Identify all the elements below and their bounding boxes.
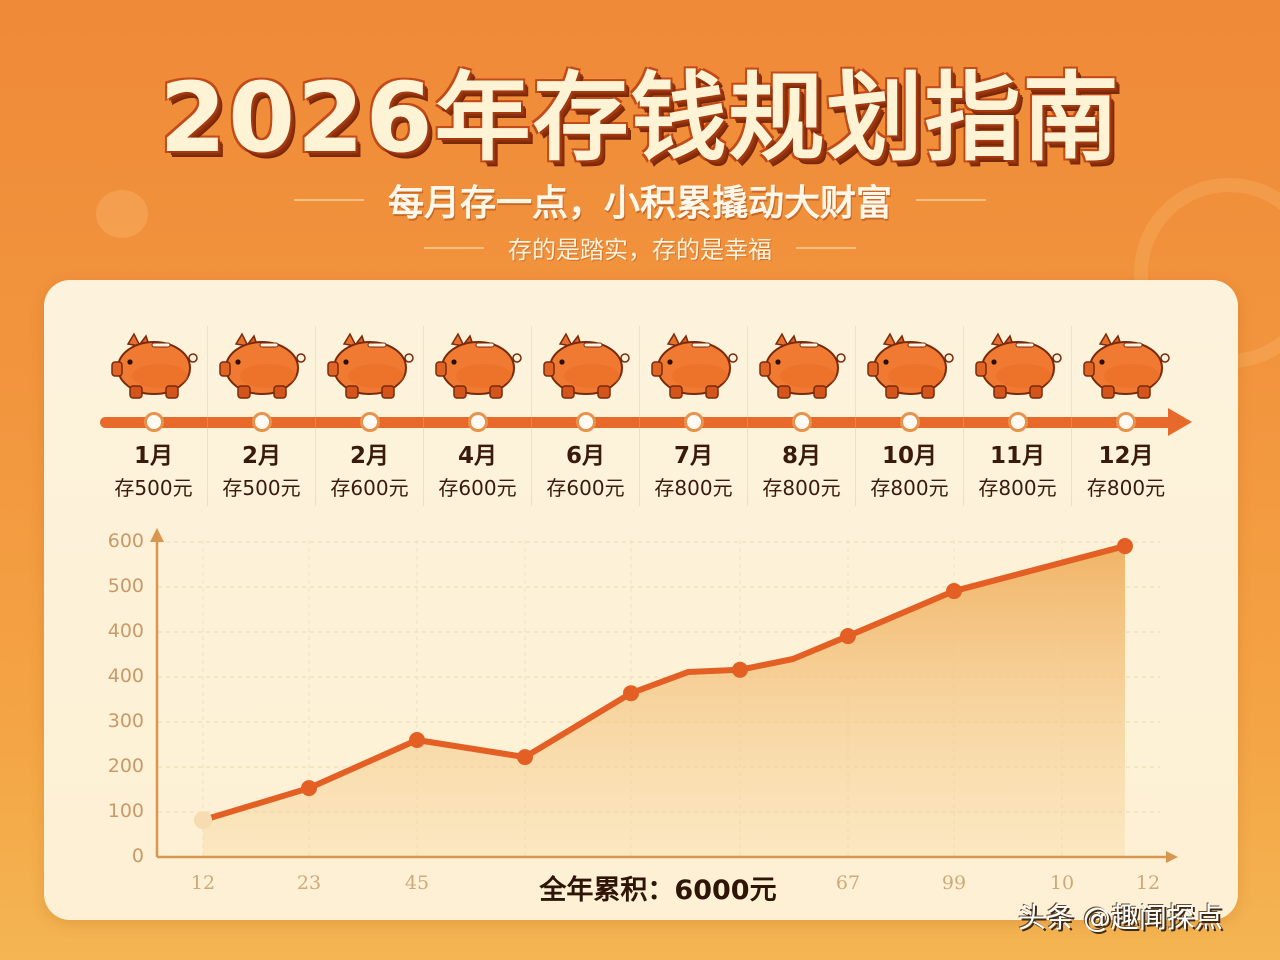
timeline-item: 2月 存600元 bbox=[316, 326, 424, 506]
subtitle-row: 每月存一点，小积累撬动大财富 bbox=[0, 174, 1280, 226]
timeline-item: 8月 存800元 bbox=[748, 326, 856, 506]
month-timeline: 1月 存500元 2月 存500元 2月 存600元 bbox=[100, 326, 1180, 506]
y-tick-label: 500 bbox=[107, 575, 144, 597]
page-title: 2026年存钱规划指南 bbox=[159, 62, 1121, 174]
month-amount: 存600元 bbox=[330, 476, 409, 500]
piggy-bank-icon bbox=[110, 332, 198, 399]
month-amount: 存600元 bbox=[438, 476, 517, 500]
x-tick-label: 10 bbox=[1049, 872, 1075, 894]
x-tick-label: 12 bbox=[190, 872, 216, 894]
piggy-bank-icon bbox=[218, 332, 306, 399]
timeline-item: 2月 存500元 bbox=[208, 326, 316, 506]
y-tick-label: 300 bbox=[107, 710, 144, 732]
piggy-bank-icon bbox=[650, 332, 738, 399]
divider bbox=[796, 246, 856, 249]
month-amount: 存800元 bbox=[870, 476, 949, 500]
timeline-node bbox=[576, 412, 596, 432]
y-tick-label: 0 bbox=[131, 845, 144, 867]
data-point bbox=[732, 661, 748, 678]
data-point bbox=[517, 749, 533, 766]
x-axis-arrow-icon bbox=[1166, 851, 1178, 863]
month-label: 4月 bbox=[457, 443, 497, 469]
timeline-node bbox=[360, 412, 380, 432]
x-tick-label: 99 bbox=[941, 872, 967, 894]
timeline-node bbox=[684, 412, 704, 432]
data-point bbox=[409, 732, 425, 748]
timeline-item: 7月 存800元 bbox=[640, 326, 748, 506]
timeline-node bbox=[792, 412, 812, 432]
timeline-node bbox=[900, 412, 920, 432]
timeline-node bbox=[1008, 412, 1028, 432]
y-tick-label: 400 bbox=[107, 665, 144, 687]
subtitle: 每月存一点，小积累撬动大财富 bbox=[387, 183, 892, 224]
divider bbox=[424, 246, 484, 249]
timeline-item: 12月 存800元 bbox=[1072, 326, 1180, 506]
coin-decoration bbox=[96, 190, 148, 238]
piggy-bank-icon bbox=[542, 332, 630, 399]
arrow-right-icon bbox=[1168, 408, 1192, 436]
month-label: 8月 bbox=[781, 443, 821, 469]
month-amount: 存800元 bbox=[762, 476, 841, 500]
month-amount: 存500元 bbox=[114, 476, 193, 500]
x-tick-label: 12 bbox=[1135, 872, 1161, 894]
timeline-node bbox=[144, 412, 164, 432]
timeline-bar bbox=[100, 417, 1176, 428]
chart-area bbox=[203, 546, 1125, 857]
month-label: 10月 bbox=[881, 443, 937, 469]
piggy-bank-icon bbox=[866, 332, 954, 399]
month-label: 1月 bbox=[133, 443, 173, 469]
piggy-bank-icon bbox=[326, 332, 414, 399]
tagline: 存的是踏实，存的是幸福 bbox=[508, 236, 772, 264]
y-tick-label: 200 bbox=[107, 755, 144, 777]
data-point bbox=[623, 685, 639, 702]
piggy-bank-icon bbox=[1083, 332, 1170, 399]
data-point bbox=[946, 583, 962, 600]
piggy-bank-icon bbox=[974, 332, 1062, 399]
month-label: 6月 bbox=[565, 443, 605, 469]
piggy-bank-icon bbox=[434, 332, 522, 399]
timeline-item: 4月 存600元 bbox=[424, 326, 532, 506]
watermark: 头条 @趣闻探点 bbox=[1018, 901, 1223, 934]
data-point bbox=[194, 811, 212, 830]
chart-line bbox=[200, 543, 1128, 824]
y-tick-label: 400 bbox=[107, 620, 144, 642]
y-axis-arrow-icon bbox=[150, 528, 164, 542]
divider bbox=[293, 199, 364, 201]
x-tick-label: 23 bbox=[296, 872, 322, 894]
month-amount: 存500元 bbox=[222, 476, 301, 500]
data-point bbox=[301, 780, 317, 797]
timeline-node bbox=[1116, 412, 1136, 432]
timeline-item: 11月 存800元 bbox=[964, 326, 1072, 506]
timeline-item: 1月 存500元 bbox=[100, 326, 208, 506]
month-amount: 存800元 bbox=[978, 476, 1057, 500]
timeline-item: 10月 存800元 bbox=[856, 326, 964, 506]
month-label: 11月 bbox=[989, 443, 1045, 469]
annual-total: 全年累积：6000元 bbox=[539, 875, 777, 906]
month-label: 2月 bbox=[241, 443, 281, 469]
month-label: 2月 bbox=[349, 443, 389, 469]
data-point bbox=[840, 628, 856, 645]
tagline-row: 存的是踏实，存的是幸福 bbox=[0, 230, 1280, 265]
piggy-bank-icon bbox=[758, 332, 846, 399]
timeline-node bbox=[468, 412, 488, 432]
data-point bbox=[1117, 538, 1133, 555]
timeline-node bbox=[252, 412, 272, 432]
month-label: 12月 bbox=[1098, 443, 1154, 469]
y-tick-label: 100 bbox=[107, 800, 144, 822]
month-amount: 存600元 bbox=[546, 476, 625, 500]
month-amount: 存800元 bbox=[654, 476, 733, 500]
x-tick-label: 67 bbox=[835, 872, 861, 894]
timeline-item: 6月 存600元 bbox=[532, 326, 640, 506]
month-amount: 存800元 bbox=[1086, 476, 1166, 500]
y-tick-label: 600 bbox=[107, 530, 144, 552]
divider bbox=[916, 199, 986, 201]
x-tick-label: 45 bbox=[404, 872, 430, 894]
month-label: 7月 bbox=[673, 443, 713, 469]
